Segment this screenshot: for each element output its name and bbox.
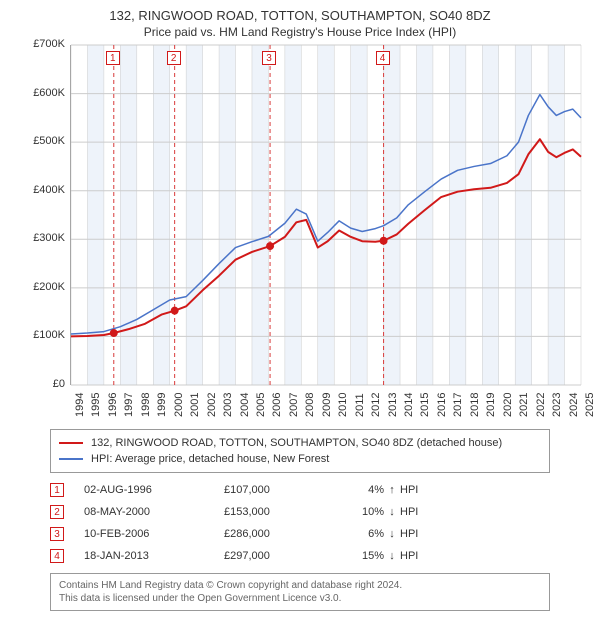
y-axis-tick-label: £100K [20, 329, 65, 341]
x-axis-tick-label: 2023 [551, 393, 563, 417]
y-axis-tick-label: £300K [20, 232, 65, 244]
legend-swatch [59, 458, 83, 460]
transaction-row: 2 08-MAY-2000£153,00010%↓HPI [50, 501, 550, 523]
x-axis-tick-label: 1996 [107, 393, 119, 417]
x-axis-tick-label: 2015 [419, 393, 431, 417]
y-axis-tick-label: £500K [20, 135, 65, 147]
transaction-price: £297,000 [224, 550, 334, 562]
event-marker-1: 1 [106, 51, 120, 65]
x-axis-tick-label: 2006 [271, 393, 283, 417]
transaction-pct: 10% [334, 506, 384, 518]
x-axis-tick-label: 2005 [255, 393, 267, 417]
x-axis-tick-label: 2020 [502, 393, 514, 417]
x-axis-tick-label: 2008 [304, 393, 316, 417]
event-marker-3: 3 [262, 51, 276, 65]
y-axis-tick-label: £700K [20, 38, 65, 50]
transaction-date: 02-AUG-1996 [84, 484, 224, 496]
x-axis-tick-label: 2012 [370, 393, 382, 417]
x-axis-tick-label: 1994 [74, 393, 86, 417]
attribution-footer: Contains HM Land Registry data © Crown c… [50, 573, 550, 611]
transaction-note: HPI [400, 506, 440, 518]
chart-title: 132, RINGWOOD ROAD, TOTTON, SOUTHAMPTON,… [0, 8, 600, 23]
transaction-note: HPI [400, 550, 440, 562]
legend-row-property: 132, RINGWOOD ROAD, TOTTON, SOUTHAMPTON,… [59, 435, 541, 451]
x-axis-tick-label: 1997 [123, 393, 135, 417]
x-axis-tick-label: 1995 [90, 393, 102, 417]
legend-label: HPI: Average price, detached house, New … [91, 453, 329, 465]
transaction-marker: 4 [50, 549, 64, 563]
footer-line-1: Contains HM Land Registry data © Crown c… [59, 579, 541, 592]
transaction-row: 3 10-FEB-2006£286,0006%↓HPI [50, 523, 550, 545]
y-axis-tick-label: £200K [20, 281, 65, 293]
x-axis-tick-label: 2001 [189, 393, 201, 417]
x-axis-tick-label: 1999 [156, 393, 168, 417]
transaction-price: £107,000 [224, 484, 334, 496]
transaction-row: 1 02-AUG-1996£107,0004%↑HPI [50, 479, 550, 501]
x-axis-tick-label: 2002 [206, 393, 218, 417]
transaction-marker: 3 [50, 527, 64, 541]
chart-subtitle: Price paid vs. HM Land Registry's House … [0, 25, 600, 39]
x-axis-tick-label: 2007 [288, 393, 300, 417]
transaction-pct: 6% [334, 528, 384, 540]
x-axis-tick-label: 2019 [485, 393, 497, 417]
x-axis-tick-label: 2025 [584, 393, 596, 417]
x-axis-tick-label: 2022 [535, 393, 547, 417]
transaction-price: £153,000 [224, 506, 334, 518]
x-axis-tick-label: 2024 [568, 393, 580, 417]
legend: 132, RINGWOOD ROAD, TOTTON, SOUTHAMPTON,… [50, 429, 550, 473]
x-axis-tick-label: 2021 [518, 393, 530, 417]
transactions-table: 102-AUG-1996£107,0004%↑HPI208-MAY-2000£1… [50, 479, 550, 567]
x-axis-tick-label: 2017 [452, 393, 464, 417]
x-axis-tick-label: 2014 [403, 393, 415, 417]
transaction-marker: 1 [50, 483, 64, 497]
legend-label: 132, RINGWOOD ROAD, TOTTON, SOUTHAMPTON,… [91, 437, 502, 449]
transaction-date: 10-FEB-2006 [84, 528, 224, 540]
x-axis-tick-label: 2004 [239, 393, 251, 417]
x-axis-tick-label: 2009 [321, 393, 333, 417]
transaction-date: 08-MAY-2000 [84, 506, 224, 518]
transaction-arrow-icon: ↓ [384, 506, 400, 518]
y-axis-tick-label: £400K [20, 184, 65, 196]
transaction-arrow-icon: ↓ [384, 550, 400, 562]
transaction-note: HPI [400, 528, 440, 540]
chart-container: £0£100K£200K£300K£400K£500K£600K£700K 19… [20, 45, 580, 425]
x-axis-tick-label: 2016 [436, 393, 448, 417]
footer-line-2: This data is licensed under the Open Gov… [59, 592, 541, 605]
y-axis-tick-label: £0 [20, 378, 65, 390]
title-block: 132, RINGWOOD ROAD, TOTTON, SOUTHAMPTON,… [0, 0, 600, 39]
y-axis-tick-label: £600K [20, 87, 65, 99]
x-axis-tick-label: 2010 [337, 393, 349, 417]
transaction-date: 18-JAN-2013 [84, 550, 224, 562]
transaction-arrow-icon: ↑ [384, 484, 400, 496]
x-axis-tick-label: 2003 [222, 393, 234, 417]
transaction-row: 4 18-JAN-2013£297,00015%↓HPI [50, 545, 550, 567]
transaction-note: HPI [400, 484, 440, 496]
transaction-price: £286,000 [224, 528, 334, 540]
legend-swatch [59, 442, 83, 444]
legend-row-hpi: HPI: Average price, detached house, New … [59, 451, 541, 467]
transaction-pct: 15% [334, 550, 384, 562]
event-marker-2: 2 [167, 51, 181, 65]
x-axis-tick-label: 2018 [469, 393, 481, 417]
plot-area [70, 45, 580, 385]
x-axis-tick-label: 1998 [140, 393, 152, 417]
x-axis-tick-label: 2013 [387, 393, 399, 417]
transaction-arrow-icon: ↓ [384, 528, 400, 540]
transaction-pct: 4% [334, 484, 384, 496]
transaction-marker: 2 [50, 505, 64, 519]
x-axis-tick-label: 2011 [354, 393, 366, 417]
x-axis-tick-label: 2000 [173, 393, 185, 417]
event-marker-4: 4 [376, 51, 390, 65]
